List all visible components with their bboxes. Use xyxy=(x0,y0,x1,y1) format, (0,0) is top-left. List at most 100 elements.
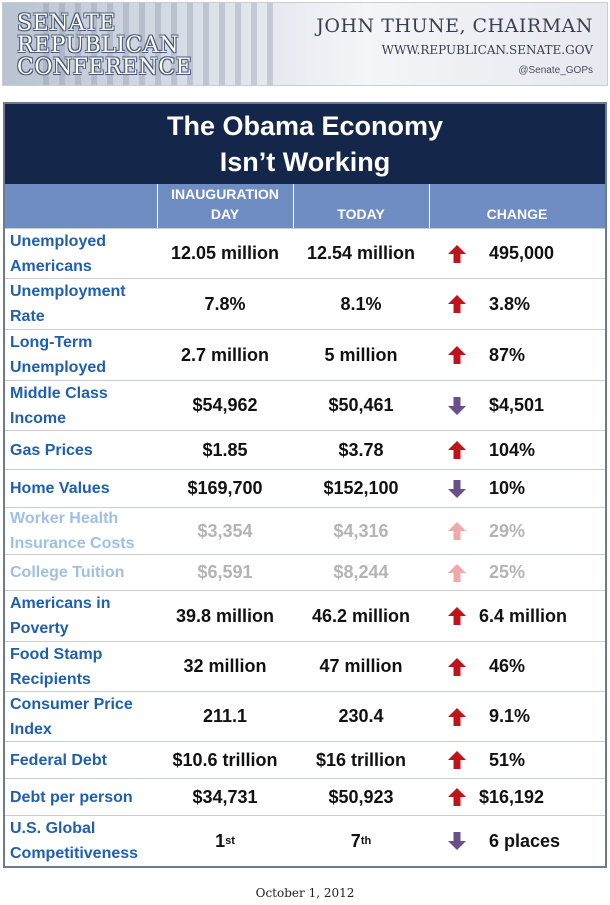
header-label-column xyxy=(5,184,157,228)
header-banner: SENATE REPUBLICAN CONFERENCE JOHN THUNE,… xyxy=(2,2,608,86)
today-value: 230.4 xyxy=(293,692,429,741)
inauguration-value-text: 1 xyxy=(215,830,226,851)
inauguration-value: $10.6 trillion xyxy=(157,742,293,778)
today-value-text: $50,461 xyxy=(328,395,394,415)
arrow-up-icon xyxy=(448,346,466,364)
row-label: Americans in Poverty xyxy=(10,595,111,637)
today-value: $16 trillion xyxy=(293,742,429,778)
ordinal-suffix: th xyxy=(360,835,372,847)
org-line-1: SENATE xyxy=(17,11,116,36)
arrow-up-icon xyxy=(448,707,466,726)
inauguration-value: 12.05 million xyxy=(157,229,293,278)
change-value-text: 10% xyxy=(489,478,526,498)
today-value-text: 230.4 xyxy=(338,706,384,726)
arrow-up-icon xyxy=(448,788,466,806)
change-value-text: 25% xyxy=(489,562,526,582)
row-label: Food Stamp Recipients xyxy=(10,645,103,688)
inauguration-value-text: $3,354 xyxy=(197,520,253,541)
header-inauguration-line-1: INAUGURATION xyxy=(171,186,279,202)
today-value: 5 million xyxy=(293,330,429,380)
inauguration-value: $6,591 xyxy=(157,555,293,590)
row-label: College Tuition xyxy=(10,564,125,581)
table-row: Gas Prices $1.85 $3.78 104% xyxy=(5,430,605,469)
inauguration-value-text: 211.1 xyxy=(202,706,248,726)
today-value: $8,244 xyxy=(293,555,429,590)
today-value-text: 8.1% xyxy=(340,293,382,314)
table-row: Americans in Poverty 39.8 million 46.2 mil… xyxy=(5,590,605,641)
inauguration-value-text: $6,591 xyxy=(197,562,253,582)
change-value: 3.8% xyxy=(429,279,605,329)
today-value: 8.1% xyxy=(293,279,429,329)
table-row: College Tuition $6,591 $8,244 25% xyxy=(5,554,605,590)
arrow-down-icon xyxy=(448,479,466,498)
inauguration-value-text: $54,962 xyxy=(192,395,258,415)
today-value: $4,316 xyxy=(293,508,429,554)
today-value-text: $152,100 xyxy=(323,478,399,498)
table-row: Middle Class Income $54,962 $50,461 $4,501 xyxy=(5,380,605,430)
arrow-down-icon xyxy=(448,396,466,415)
today-value-text: 5 million xyxy=(324,344,398,365)
arrow-up-icon xyxy=(448,563,466,582)
change-value: 6 places xyxy=(429,816,605,866)
change-value: 10% xyxy=(429,470,605,507)
inauguration-value: 211.1 xyxy=(157,692,293,741)
chairman-name: JOHN THUNE, CHAIRMAN xyxy=(316,15,593,37)
change-value-text: 3.8% xyxy=(489,293,531,314)
change-value-text: 9.1% xyxy=(489,706,531,726)
inauguration-value-text: 32 million xyxy=(183,656,267,676)
change-value: 104% xyxy=(429,431,605,469)
inauguration-value: 2.7 million xyxy=(157,330,293,380)
today-value-text: $8,244 xyxy=(333,562,389,582)
change-value-text: $4,501 xyxy=(489,395,545,415)
org-line-2: REPUBLICAN xyxy=(17,33,180,58)
header-inauguration-line-2: DAY xyxy=(210,206,240,222)
arrow-up-icon xyxy=(448,244,466,263)
today-value-text: $4,316 xyxy=(333,520,389,541)
table-row: Unemployed Americans 12.05 million 12.54 m… xyxy=(5,228,605,278)
change-value: 25% xyxy=(429,555,605,590)
inauguration-value: $1.85 xyxy=(157,431,293,469)
title-line-2: Isn’t Working xyxy=(219,147,391,177)
change-value-text: 104% xyxy=(489,439,536,460)
arrow-up-icon xyxy=(448,751,466,769)
arrow-up-icon xyxy=(448,522,466,540)
inauguration-value: 39.8 million xyxy=(157,591,293,641)
table-row: Consumer Price Index 211.1 230.4 9.1% xyxy=(5,691,605,741)
change-value-text: 87% xyxy=(489,344,526,365)
table-row: Debt per person $34,731 $50,923 $16,192 xyxy=(5,778,605,815)
change-value: 87% xyxy=(429,330,605,380)
today-value-text: 7 xyxy=(350,830,361,851)
today-value: 46.2 million xyxy=(293,591,429,641)
change-value-text: 46% xyxy=(489,656,526,676)
capitol-dome-graphic xyxy=(43,3,283,85)
arrow-up-icon xyxy=(448,441,466,459)
inauguration-value: 32 million xyxy=(157,642,293,691)
header-today-label: TODAY xyxy=(337,206,385,222)
table-row: Worker Health Insurance Costs $3,354 $4,31… xyxy=(5,507,605,554)
today-value: $3.78 xyxy=(293,431,429,469)
header-change: CHANGE xyxy=(429,184,605,228)
change-value: $4,501 xyxy=(429,381,605,430)
row-label: U.S. Global Competitiveness xyxy=(10,820,139,862)
header-divider xyxy=(429,184,430,228)
inauguration-value-text: 2.7 million xyxy=(180,344,270,365)
twitter-handle: @Senate_GOPs xyxy=(518,65,593,76)
row-label: Unemployment Rate xyxy=(10,283,126,325)
row-label: Debt per person xyxy=(10,788,133,806)
header-today: TODAY xyxy=(293,184,429,228)
table-row: Long-Term Unemployed 2.7 million 5 million… xyxy=(5,329,605,380)
table-row: Federal Debt $10.6 trillion $16 trillion 51… xyxy=(5,741,605,778)
inauguration-value-text: $1.85 xyxy=(202,439,248,460)
row-label: Consumer Price Index xyxy=(10,695,133,738)
row-label: Long-Term Unemployed xyxy=(10,334,107,376)
change-value: 29% xyxy=(429,508,605,554)
change-value-text: 6 places xyxy=(489,830,561,851)
change-value: 495,000 xyxy=(429,229,605,278)
inauguration-value-text: 12.05 million xyxy=(170,243,280,263)
change-value-text: $16,192 xyxy=(479,786,545,807)
arrow-up-icon xyxy=(448,607,466,625)
website-text: WWW.REPUBLICAN.SENATE.GOV xyxy=(381,43,593,57)
inauguration-value: $169,700 xyxy=(157,470,293,507)
change-value-text: 495,000 xyxy=(489,243,555,263)
